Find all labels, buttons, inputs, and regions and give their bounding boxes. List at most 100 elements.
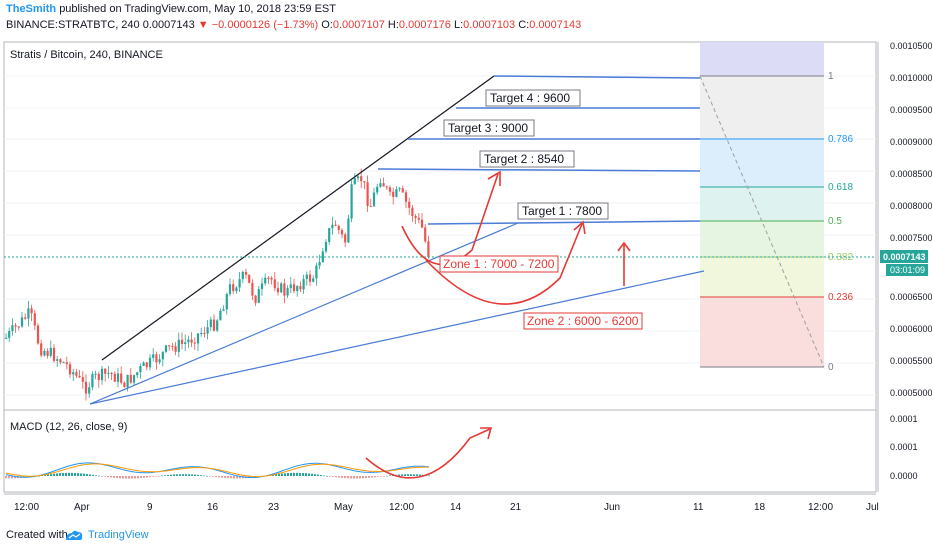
macd-histogram-bar	[47, 474, 49, 476]
macd-histogram-bar	[293, 472, 295, 476]
candle-body	[68, 364, 72, 375]
macd-histogram-bar	[404, 474, 406, 476]
candle-body	[196, 333, 200, 344]
macd-histogram-bar	[221, 476, 223, 478]
target3-box[interactable]	[443, 119, 535, 137]
macd-histogram-bar	[215, 476, 217, 477]
time-axis[interactable]: 12:00 Apr 9 16 23 May 12:00 14 21 Jun 11…	[4, 493, 879, 513]
macd-histogram-bar	[212, 476, 214, 477]
candle-body	[302, 279, 305, 290]
candle-body	[142, 362, 145, 366]
target4-box[interactable]	[485, 89, 581, 107]
candle-body	[318, 262, 321, 266]
projection-curve-2[interactable]	[425, 223, 583, 305]
macd-histogram-bar	[377, 476, 379, 477]
close-label: C:	[518, 19, 530, 31]
price-tick: 0.0006000	[890, 324, 932, 334]
zone2-label: Zone 2 : 6000 - 6200	[527, 314, 639, 328]
candle-body	[398, 188, 401, 190]
macd-histogram-bar	[203, 475, 205, 477]
drawings[interactable]	[4, 75, 876, 479]
price-change: −0.0000126 (−1.73%)	[211, 19, 319, 31]
fib-zone-5	[700, 221, 824, 257]
projection-curve-1[interactable]	[401, 173, 499, 266]
chart-area[interactable]: 1 0.786 0.618 0.5 0.382 0.236 0	[0, 38, 932, 515]
macd-histogram-bar	[191, 474, 193, 476]
macd-histogram-bar	[107, 476, 109, 478]
macd-histogram-bar	[227, 476, 229, 479]
candle-body	[276, 288, 280, 293]
macd-histogram-bar	[233, 476, 235, 479]
macd-projection-curve[interactable]	[365, 428, 491, 479]
macd-histogram-bar	[155, 476, 157, 477]
chart-legend: Stratis / Bitcoin, 240, BINANCE	[10, 49, 163, 61]
macd-histogram-bar	[98, 475, 100, 477]
macd-histogram-bar	[182, 474, 184, 476]
time-tick: 12:00	[389, 502, 414, 513]
candle-body	[283, 283, 286, 296]
candle-body	[113, 373, 116, 382]
fib-label-786: 0.786	[828, 134, 853, 145]
candle-body	[49, 347, 52, 356]
target1-box[interactable]	[517, 202, 609, 220]
candle-body	[299, 286, 302, 290]
macd-histogram-bar	[239, 476, 241, 479]
candle-body	[100, 368, 104, 381]
target1-line[interactable]	[427, 220, 701, 225]
tradingview-logo-icon[interactable]	[64, 528, 84, 542]
upper-trendline[interactable]	[101, 75, 495, 361]
current-price-value: 0.0007143	[883, 252, 926, 262]
open-value: 0.0007107	[332, 19, 385, 31]
macd-histogram-bar	[83, 473, 85, 476]
candle-body	[24, 317, 27, 319]
time-tick: Jun	[604, 502, 620, 513]
target2-line[interactable]	[377, 168, 701, 172]
macd-histogram-bar	[209, 476, 211, 477]
zone1-box[interactable]	[439, 255, 559, 273]
macd-histogram-bar	[275, 474, 277, 476]
candle-body	[392, 191, 395, 197]
macd-pane[interactable]	[3, 409, 877, 493]
candles	[4, 168, 430, 401]
candle-body	[168, 345, 171, 347]
macd-histogram-bar	[68, 472, 70, 476]
mid-trendline[interactable]	[89, 222, 519, 405]
macd-histogram-bar	[419, 474, 421, 476]
macd-histogram-bar	[401, 474, 403, 476]
target2-box[interactable]	[479, 150, 575, 168]
candle-body	[305, 274, 308, 280]
candle-body	[356, 176, 360, 179]
macd-histogram-bar	[326, 475, 328, 477]
chart-canvas[interactable]: 1 0.786 0.618 0.5 0.382 0.236 0	[0, 38, 932, 515]
symbol-line: BINANCE:STRATBTC, 240 0.0007143 ▼ −0.000…	[6, 19, 581, 31]
tradingview-link[interactable]: TradingView	[88, 529, 149, 541]
price-tick: 0.0008500	[890, 169, 932, 179]
lower-trendline[interactable]	[89, 270, 705, 405]
candle-body	[366, 182, 369, 206]
author-link[interactable]: TheSmith	[6, 3, 57, 15]
candle-body	[344, 234, 347, 243]
candle-body	[91, 373, 94, 388]
candle-body	[180, 339, 184, 344]
candle-body	[427, 241, 430, 257]
annotation-labels[interactable]: Target 4 : 9600 Target 3 : 9000 Target 2…	[439, 89, 643, 330]
candle-body	[145, 362, 148, 368]
zone2-box[interactable]	[523, 312, 643, 330]
fib-label-236: 0.236	[828, 292, 853, 303]
fib-zone-ext	[700, 42, 824, 76]
low-value: 0.0007103	[463, 19, 516, 31]
macd-histogram-bar	[389, 475, 391, 476]
fib-retracement[interactable]: 1 0.786 0.618 0.5 0.382 0.236 0	[699, 42, 853, 373]
macd-histogram-bar	[323, 475, 325, 477]
macd-histogram-bar	[86, 474, 88, 476]
macd-histogram-bar	[410, 474, 412, 476]
macd-histogram-bar	[296, 472, 298, 476]
candle-body	[203, 332, 206, 334]
arrow-up-icon	[487, 170, 501, 186]
time-tick: May	[334, 502, 353, 513]
price-axis[interactable]: 0.0010500 0.0010000 0.0009500 0.0009000 …	[877, 41, 932, 492]
candle-body	[334, 224, 337, 226]
candle-body	[65, 362, 68, 365]
macd-histogram-bar	[338, 476, 340, 478]
target4-line[interactable]	[493, 75, 701, 79]
